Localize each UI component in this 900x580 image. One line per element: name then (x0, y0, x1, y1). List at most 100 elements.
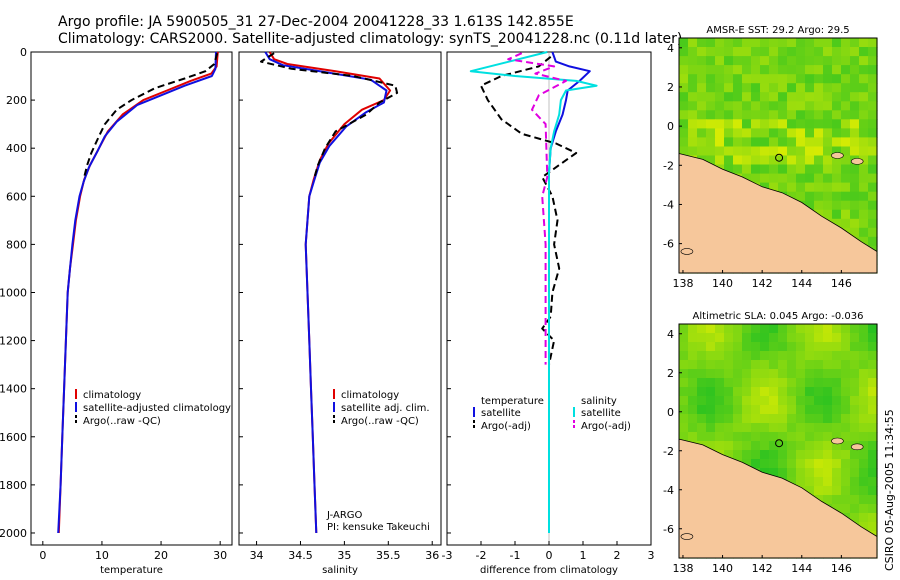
sst_map-cell (859, 191, 869, 202)
sla_map-cell (706, 414, 716, 424)
sla_map-cell (850, 450, 860, 460)
sst_map-cell (733, 56, 743, 66)
sla_map-cell (796, 396, 806, 406)
sla_map-cell (679, 405, 689, 415)
sst_map-cell (823, 155, 833, 166)
sst_map-cell (787, 155, 797, 166)
sla_map-cell (841, 477, 851, 487)
sst_map-cell (751, 119, 761, 129)
sla_map-cell (688, 423, 698, 433)
sla_map-x-tick-label: 142 (752, 562, 773, 575)
sla_map-cell (787, 468, 797, 478)
sst_map-cell (823, 56, 833, 66)
sla_map-cell (769, 441, 779, 451)
sst_map-cell (832, 191, 842, 202)
sla_map-cell (814, 387, 824, 397)
sla_map-cell (814, 486, 824, 496)
sla_map-cell (823, 486, 833, 496)
sla_map-x-tick-label: 138 (672, 562, 693, 575)
sla_map-cell (760, 405, 770, 415)
sst_map-cell (769, 173, 779, 184)
sst_map-cell (814, 191, 824, 202)
sst_map-cell (778, 164, 788, 175)
sst_map-cell (832, 218, 842, 229)
sla_map-cell (679, 432, 689, 442)
sst_map-cell (841, 200, 851, 211)
sst_map-cell (724, 164, 734, 175)
sst_map-cell (868, 209, 878, 220)
sst_map-cell (823, 74, 833, 84)
sla_map-cell (859, 387, 869, 397)
sla_map-cell (715, 423, 725, 433)
sla_map-cell (841, 468, 851, 478)
sst_map-cell (787, 92, 797, 102)
sst_map-cell (796, 38, 806, 48)
sst_map-cell (679, 101, 689, 111)
sla_map-cell (832, 324, 842, 334)
sla_map-cell (868, 495, 878, 505)
sla_map-cell (742, 396, 752, 406)
sla_map-cell (679, 324, 689, 334)
sla_map-cell (724, 441, 734, 451)
sla_map-cell (742, 333, 752, 343)
sst_map-cell (697, 128, 707, 138)
temperature-y-tick-label: 1400 (0, 383, 27, 396)
sst_map-cell (778, 155, 788, 166)
sst_map-cell (706, 74, 716, 84)
sla_map-cell (805, 324, 815, 334)
sla_map-cell (715, 369, 725, 379)
sst_map-cell (778, 56, 788, 66)
sla_map-cell (805, 450, 815, 460)
sst_map-cell (832, 83, 842, 93)
difference-series-salinity-argo-adj- (507, 52, 567, 365)
sla_map-cell (751, 459, 761, 469)
sla_map-cell (733, 423, 743, 433)
sla_map-cell (868, 405, 878, 415)
sst_map-cell (850, 56, 860, 66)
sla_map-cell (742, 405, 752, 415)
sst_map-cell (778, 92, 788, 102)
sla_map-cell (859, 369, 869, 379)
sla_map-cell (850, 414, 860, 424)
sst_map-cell (760, 137, 770, 147)
temperature-series-satellite-adjusted-climatology (57, 51, 217, 534)
sst_map-cell (724, 56, 734, 66)
sst_map-cell (715, 101, 725, 111)
sla_map-cell (760, 324, 770, 334)
sla_map-cell (688, 333, 698, 343)
sst_map-cell (697, 119, 707, 129)
sla_map-cell (715, 432, 725, 442)
sst_map-cell (742, 146, 752, 157)
sla_map-cell (868, 333, 878, 343)
sst_map-cell (787, 101, 797, 111)
sst_map-cell (787, 65, 797, 75)
sst_map-cell (778, 74, 788, 84)
sst_map-cell (796, 83, 806, 93)
sla_map-cell (832, 360, 842, 370)
sst_map-cell (868, 119, 878, 129)
sst_map-cell (841, 83, 851, 93)
sst_map-cell (751, 65, 761, 75)
sla_map-cell (724, 360, 734, 370)
sst_map-cell (733, 164, 743, 175)
sla_map-cell (859, 324, 869, 334)
sst_map-cell (850, 119, 860, 129)
sst_map-cell (760, 146, 770, 157)
sst_map-cell (868, 74, 878, 84)
sla_map-cell (688, 387, 698, 397)
sla_map-cell (841, 441, 851, 451)
sla_map-cell (751, 396, 761, 406)
sla_map-cell (841, 423, 851, 433)
sla_map-cell (706, 423, 716, 433)
sla_map-cell (742, 369, 752, 379)
difference-x-tick-label: 3 (648, 549, 655, 562)
sla_map-cell (751, 324, 761, 334)
sst_map-island (680, 248, 694, 255)
sla_map-cell (697, 342, 707, 352)
sla_map-cell (778, 423, 788, 433)
sla_map-x-tick-label: 146 (831, 562, 852, 575)
sla_map-cell (796, 414, 806, 424)
temperature-y-tick-label: 600 (6, 190, 27, 203)
sla_map-cell (751, 342, 761, 352)
sla_map-cell (850, 405, 860, 415)
